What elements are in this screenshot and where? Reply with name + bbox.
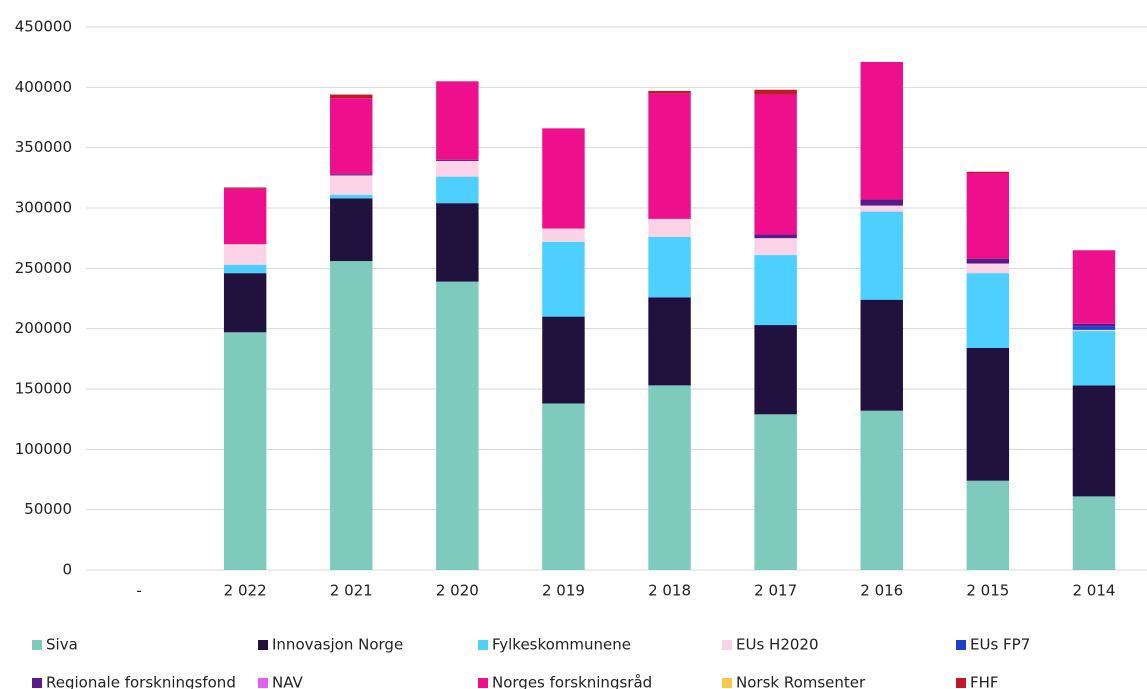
bar-segment: [542, 128, 585, 229]
x-tick-label: 2 016: [860, 582, 903, 600]
legend-label: Fylkeskommunene: [492, 636, 631, 654]
y-tick-label: 450000: [15, 18, 72, 36]
legend-label: Siva: [46, 636, 78, 654]
bar-segment: [223, 332, 267, 570]
legend-swatch: [478, 640, 488, 650]
bar-segment: [754, 234, 797, 239]
bar-segment: [1072, 331, 1116, 386]
bar-segment: [648, 93, 691, 219]
bar-segment: [966, 480, 1010, 570]
bar-segment: [542, 228, 585, 242]
bar-segment: [966, 258, 1010, 264]
bar-segment: [648, 385, 691, 570]
legend-swatch: [956, 678, 966, 688]
x-tick-label: 2 017: [754, 582, 797, 600]
bar-segment: [860, 199, 903, 206]
bar-segment: [754, 325, 797, 415]
y-tick-label: 50000: [24, 500, 72, 518]
bar-segment: [1072, 329, 1116, 332]
legend-label: Regionale forskningsfond: [46, 674, 236, 689]
x-tick-label: 2 020: [436, 582, 479, 600]
bar-segment: [542, 241, 585, 317]
legend-label: FHF: [970, 674, 999, 689]
bar-segment: [1072, 326, 1116, 330]
bar-segment: [648, 90, 691, 94]
legend-label: Innovasjon Norge: [272, 636, 403, 654]
bar-segment: [648, 218, 691, 237]
x-tick-label: 2 021: [330, 582, 373, 600]
legend-swatch: [478, 678, 488, 688]
bar-segment: [542, 316, 585, 404]
bar-segment: [436, 176, 479, 204]
x-tick-label: 2 014: [1072, 582, 1115, 600]
bar-segment: [436, 81, 479, 160]
bar-segment: [754, 94, 797, 235]
bar-segment: [1072, 496, 1116, 570]
bar-segment: [330, 198, 373, 262]
bar-segment: [542, 403, 585, 570]
legend-label: Norges forskningsråd: [492, 674, 652, 689]
bar-segment: [330, 194, 373, 199]
bar-segment: [1072, 250, 1116, 324]
legend-swatch: [722, 640, 732, 650]
legend-label: EUs H2020: [736, 636, 819, 654]
bar-segment: [966, 347, 1010, 481]
x-tick-label: 2 019: [542, 582, 585, 600]
bar-segment: [754, 89, 797, 95]
y-tick-label: 150000: [15, 380, 72, 398]
legend-label: NAV: [272, 674, 304, 689]
bar-segment: [966, 173, 1010, 259]
bar-segment: [223, 188, 267, 245]
y-tick-label: 100000: [15, 440, 72, 458]
bar-segment: [436, 281, 479, 570]
bar-segment: [436, 160, 479, 177]
bar-segment: [860, 61, 903, 200]
bar-segment: [330, 94, 373, 99]
bar-segment: [860, 205, 903, 212]
bar-segment: [860, 211, 903, 300]
bar-segment: [436, 159, 479, 161]
legend-swatch: [32, 678, 42, 688]
y-tick-label: 0: [62, 561, 72, 579]
legend-swatch: [32, 640, 42, 650]
bar-segment: [223, 244, 267, 265]
legend-swatch: [258, 640, 268, 650]
bar-segment: [223, 264, 267, 274]
x-tick-label: 2 015: [966, 582, 1009, 600]
bar-segment: [966, 273, 1010, 348]
bar-segment: [648, 297, 691, 386]
legend-swatch: [956, 640, 966, 650]
y-tick-label: 350000: [15, 138, 72, 156]
bar-segment: [966, 263, 1010, 274]
bar-segment: [436, 203, 479, 282]
bar-segment: [754, 414, 797, 570]
y-tick-label: 300000: [15, 199, 72, 217]
x-tick-label: -: [136, 582, 141, 600]
y-tick-label: 200000: [15, 319, 72, 337]
legend-label: Norsk Romsenter: [736, 674, 866, 689]
legend-swatch: [722, 678, 732, 688]
bar-segment: [966, 171, 1010, 174]
bar-segment: [1072, 323, 1116, 327]
x-tick-label: 2 018: [648, 582, 691, 600]
bar-segment: [330, 175, 373, 195]
bar-segment: [754, 238, 797, 256]
bar-segment: [754, 255, 797, 326]
legend-label: EUs FP7: [970, 636, 1030, 654]
bar-segment: [860, 299, 903, 411]
bar-segment: [330, 261, 373, 570]
bar-segment: [1072, 385, 1116, 497]
bar-segment: [330, 98, 373, 175]
bar-segment: [330, 174, 373, 176]
x-tick-label: 2 022: [224, 582, 267, 600]
y-tick-label: 250000: [15, 259, 72, 277]
y-tick-label: 400000: [15, 78, 72, 96]
bar-segment: [860, 410, 903, 570]
bar-segment: [223, 273, 267, 333]
legend-swatch: [258, 678, 268, 688]
bar-segment: [648, 236, 691, 298]
bar-segment: [223, 187, 267, 189]
